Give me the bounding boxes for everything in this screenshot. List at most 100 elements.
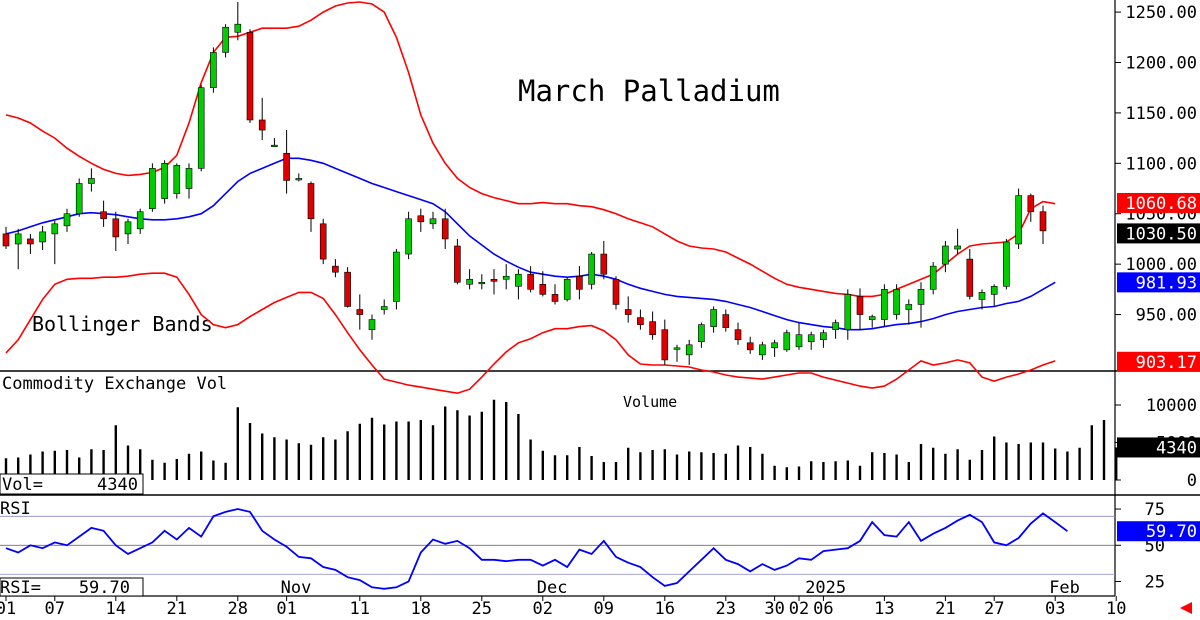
candle-down (246, 31, 254, 121)
bollinger-upper-line (5, 1, 1056, 298)
candle-up (783, 332, 791, 351)
candle-up (685, 344, 693, 356)
candle-up (893, 289, 900, 315)
candle-up (954, 245, 961, 250)
price-y-tick-label: 1100.00 (1125, 154, 1197, 174)
candle-up (173, 165, 181, 194)
left-arrow-icon[interactable] (1180, 602, 1192, 614)
candle-down (283, 152, 290, 181)
candle-down (734, 329, 742, 341)
candle-down (454, 245, 461, 283)
candle-down (649, 321, 656, 336)
candle-down (600, 253, 608, 275)
x-day-label: 23 (716, 599, 736, 619)
x-day-label: 02 (789, 599, 809, 619)
candle-up (51, 223, 59, 235)
x-day-label: 14 (106, 599, 126, 619)
candle-up (807, 334, 815, 343)
price-y-tick-label: 1150.00 (1125, 104, 1197, 124)
chart-title: March Palladium (518, 74, 780, 108)
candle-up (698, 324, 705, 343)
candle-up (588, 253, 595, 285)
candle-up (832, 322, 839, 330)
rsi-value-tag-label: 59.70 (1146, 522, 1197, 542)
candle-down (661, 329, 669, 361)
bollinger-lower-line (5, 272, 1056, 395)
volume-readout-box (0, 473, 144, 495)
candle-down (307, 183, 315, 220)
candle-up (905, 304, 913, 310)
candle-up (868, 316, 876, 320)
candle-up (210, 52, 217, 89)
x-day-label: 25 (472, 599, 492, 619)
rsi-y-tick-label: 25 (1145, 573, 1165, 593)
candle-down (2, 233, 10, 247)
candle-down (539, 284, 547, 295)
x-day-label: 16 (655, 599, 675, 619)
bollinger-bands-label: Bollinger Bands (32, 312, 213, 336)
candle-down (258, 119, 266, 131)
price-y-tick-label: 1250.00 (1125, 3, 1197, 23)
candle-up (149, 168, 156, 209)
candle-up (222, 26, 229, 53)
price-y-tick-label: 950.00 (1136, 306, 1197, 326)
candle-up (673, 347, 681, 350)
candle-up (917, 289, 925, 305)
candle-up (820, 332, 827, 341)
candle-down (356, 309, 364, 315)
volume-readout-label: Vol= (2, 475, 43, 495)
candle-up (185, 168, 193, 189)
candle-up (234, 23, 242, 33)
candle-down (624, 309, 632, 315)
candle-up (405, 218, 412, 255)
x-day-label: 28 (228, 599, 248, 619)
candle-up (759, 344, 766, 356)
candle-down (112, 218, 120, 238)
x-day-label: 11 (350, 599, 370, 619)
rsi-readout-value: 59.70 (79, 578, 130, 598)
candle-up (429, 218, 437, 225)
candle-up (515, 273, 522, 287)
candle-down (722, 314, 730, 328)
candle-up (1015, 195, 1022, 245)
candle-down (490, 278, 498, 282)
price-tag-label: 1060.68 (1125, 194, 1197, 214)
rsi-value-tag (1117, 521, 1200, 542)
rsi-readout-box (0, 577, 144, 597)
candle-down (344, 271, 351, 307)
x-month-label: Nov (281, 578, 312, 598)
candle-up (881, 289, 888, 320)
candle-up (466, 278, 473, 285)
candle-down (1027, 195, 1035, 213)
candle-up (161, 163, 168, 199)
candle-up (380, 306, 388, 310)
candle-down (319, 223, 327, 260)
candle-up (1003, 241, 1010, 287)
volume-panel-title: Commodity Exchange Vol (2, 374, 227, 394)
x-day-label: 03 (1045, 599, 1065, 619)
price-y-tick-label: 1200.00 (1125, 54, 1197, 74)
candle-up (795, 334, 803, 348)
candle-up (771, 342, 778, 349)
x-day-label: 02 (533, 599, 553, 619)
candle-down (612, 278, 620, 305)
volume-readout-value: 4340 (97, 475, 138, 495)
candle-down (551, 294, 559, 302)
x-day-label: 09 (594, 599, 614, 619)
candle-down (746, 342, 754, 351)
candle-up (368, 319, 376, 330)
x-month-label: Feb (1049, 578, 1080, 598)
candle-up (63, 213, 71, 227)
candle-up (990, 286, 998, 295)
candle-up (295, 178, 303, 181)
price-tag-2 (1117, 272, 1200, 293)
x-day-label: 07 (45, 599, 65, 619)
candle-down (27, 238, 34, 245)
volume-label: Volume (623, 393, 677, 411)
candle-down (527, 273, 534, 290)
x-day-label: 27 (984, 599, 1004, 619)
x-day-label: 10 (1106, 599, 1126, 619)
candle-down (637, 317, 644, 325)
candle-down (966, 258, 974, 297)
